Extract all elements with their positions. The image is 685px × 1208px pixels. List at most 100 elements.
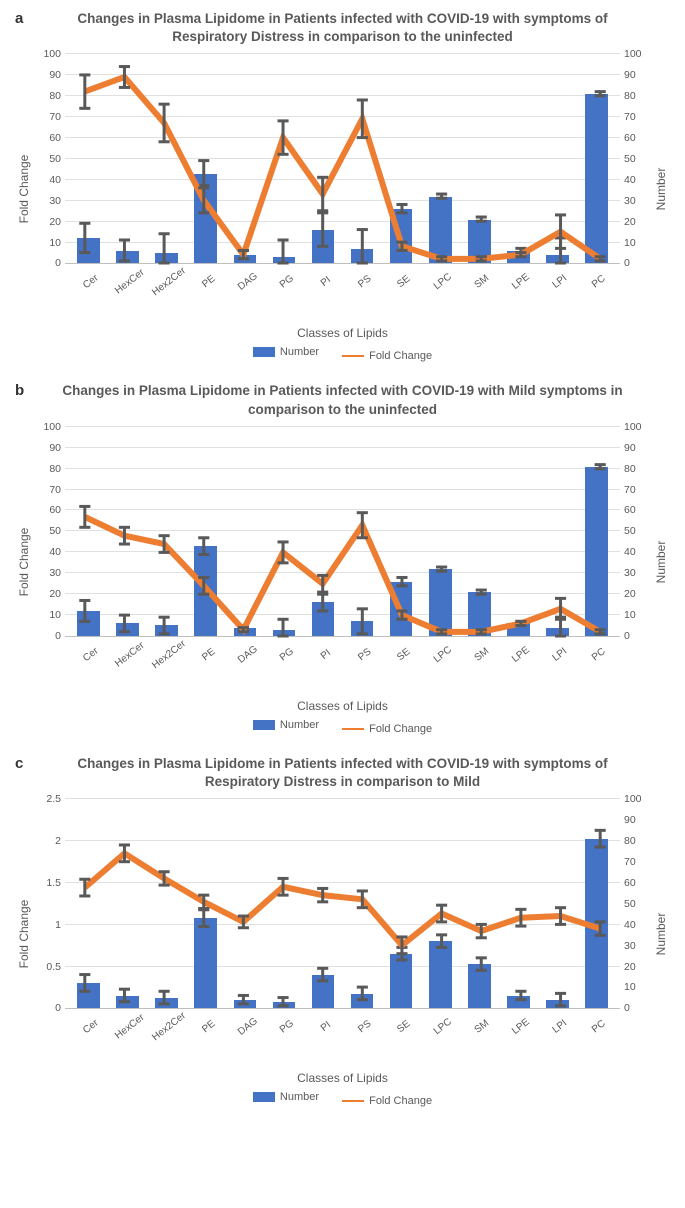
ytick-right: 10 (624, 609, 648, 621)
line-layer (65, 799, 620, 1008)
legend-item-number: Number (253, 1091, 319, 1103)
ytick-right: 60 (624, 504, 648, 516)
ytick-right: 20 (624, 961, 648, 973)
legend-swatch-bar-icon (253, 347, 275, 357)
ytick-left: 0.5 (37, 961, 61, 973)
x-label: PC (580, 1011, 645, 1078)
error-bar-number (317, 594, 328, 611)
ytick-left: 0 (37, 257, 61, 269)
error-bar-fold (238, 251, 249, 259)
ytick-left: 2 (37, 835, 61, 847)
ytick-left: 100 (37, 48, 61, 60)
x-label: PC (580, 266, 645, 333)
panel-letter: a (15, 10, 23, 27)
plot-area: 0102030405060708090100010203040506070809… (65, 427, 620, 637)
legend-item-number: Number (253, 346, 319, 358)
ytick-right: 60 (624, 132, 648, 144)
chart-area: Fold ChangeNumber01020304050607080901000… (65, 54, 620, 324)
error-bar-number (515, 992, 526, 1000)
ytick-left: 70 (37, 111, 61, 123)
error-bar-number (476, 958, 487, 971)
ytick-right: 70 (624, 484, 648, 496)
panel-c: c Changes in Plasma Lipidome in Patients … (10, 755, 675, 1107)
error-bar-number (436, 194, 447, 198)
error-bar-number (159, 992, 170, 1005)
panel-b: bChanges in Plasma Lipidome in Patients … (10, 382, 675, 734)
error-bar-number (277, 240, 288, 263)
ytick-right: 20 (624, 588, 648, 600)
y-axis-right-label: Number (654, 541, 668, 584)
legend-label-number: Number (280, 1091, 319, 1103)
chart-area: Fold ChangeNumber01020304050607080901000… (65, 427, 620, 697)
fold-change-line (85, 517, 600, 632)
ytick-left: 60 (37, 504, 61, 516)
ytick-right: 60 (624, 877, 648, 889)
legend-swatch-line-icon (342, 355, 364, 357)
chart-title: Changes in Plasma Lipidome in Patients i… (50, 382, 635, 418)
panel-a: aChanges in Plasma Lipidome in Patients … (10, 10, 675, 362)
ytick-right: 30 (624, 567, 648, 579)
error-bar-number (198, 161, 209, 186)
error-bar-number (277, 619, 288, 636)
error-bar-number (436, 935, 447, 948)
error-bar-number (396, 205, 407, 213)
ytick-right: 30 (624, 195, 648, 207)
ytick-left: 80 (37, 463, 61, 475)
line-layer (65, 427, 620, 636)
ytick-left: 40 (37, 174, 61, 186)
chart-area: Fold ChangeNumber00.511.522.501020304050… (65, 799, 620, 1069)
ytick-right: 80 (624, 90, 648, 102)
ytick-right: 90 (624, 442, 648, 454)
y-axis-left-label: Fold Change (17, 155, 31, 224)
ytick-right: 10 (624, 237, 648, 249)
error-bar-number (159, 234, 170, 263)
ytick-left: 50 (37, 525, 61, 537)
error-bar-number (476, 590, 487, 594)
error-bar-number (595, 92, 606, 96)
y-axis-left-label: Fold Change (17, 528, 31, 597)
ytick-left: 1 (37, 919, 61, 931)
error-bar-number (396, 577, 407, 585)
fold-change-line (85, 854, 600, 946)
chart-title: Changes in Plasma Lipidome in Patients i… (50, 755, 635, 791)
ytick-right: 10 (624, 981, 648, 993)
ytick-left: 1.5 (37, 877, 61, 889)
x-labels: CerHexCerHex2CerPEDAGPGPIPSSELPCSMLPELPI… (65, 1014, 620, 1069)
ytick-left: 20 (37, 216, 61, 228)
legend: Number Fold Change (10, 1091, 675, 1107)
ytick-right: 100 (624, 48, 648, 60)
ytick-right: 0 (624, 257, 648, 269)
error-bar-number (476, 217, 487, 221)
error-bar-number (555, 994, 566, 1007)
error-bar-number (79, 600, 90, 621)
legend: Number Fold Change (10, 719, 675, 735)
ytick-left: 60 (37, 132, 61, 144)
ytick-left: 20 (37, 588, 61, 600)
ytick-left: 10 (37, 237, 61, 249)
x-labels: CerHexCerHex2CerPEDAGPGPIPSSELPCSMLPELPI… (65, 642, 620, 697)
error-bar-number (595, 464, 606, 468)
ytick-right: 100 (624, 793, 648, 805)
legend-item-number: Number (253, 719, 319, 731)
error-bar-number (595, 831, 606, 848)
plot-area: 00.511.522.50102030405060708090100 (65, 799, 620, 1009)
ytick-right: 100 (624, 421, 648, 433)
error-bar-number (357, 230, 368, 263)
line-layer (65, 54, 620, 263)
error-bar-number (79, 975, 90, 992)
error-bar-number (119, 240, 130, 261)
legend-item-fold: Fold Change (342, 1095, 432, 1107)
y-axis-left-label: Fold Change (17, 900, 31, 969)
legend-label-fold: Fold Change (369, 723, 432, 735)
legend-label-fold: Fold Change (369, 1095, 432, 1107)
error-bar-number (198, 538, 209, 555)
legend-label-number: Number (280, 346, 319, 358)
error-bar-number (198, 910, 209, 927)
error-bar-number (357, 609, 368, 634)
error-bar-number (436, 567, 447, 571)
ytick-right: 50 (624, 525, 648, 537)
ytick-left: 100 (37, 421, 61, 433)
ytick-left: 90 (37, 69, 61, 81)
ytick-right: 80 (624, 463, 648, 475)
panel-letter: c (15, 755, 23, 772)
